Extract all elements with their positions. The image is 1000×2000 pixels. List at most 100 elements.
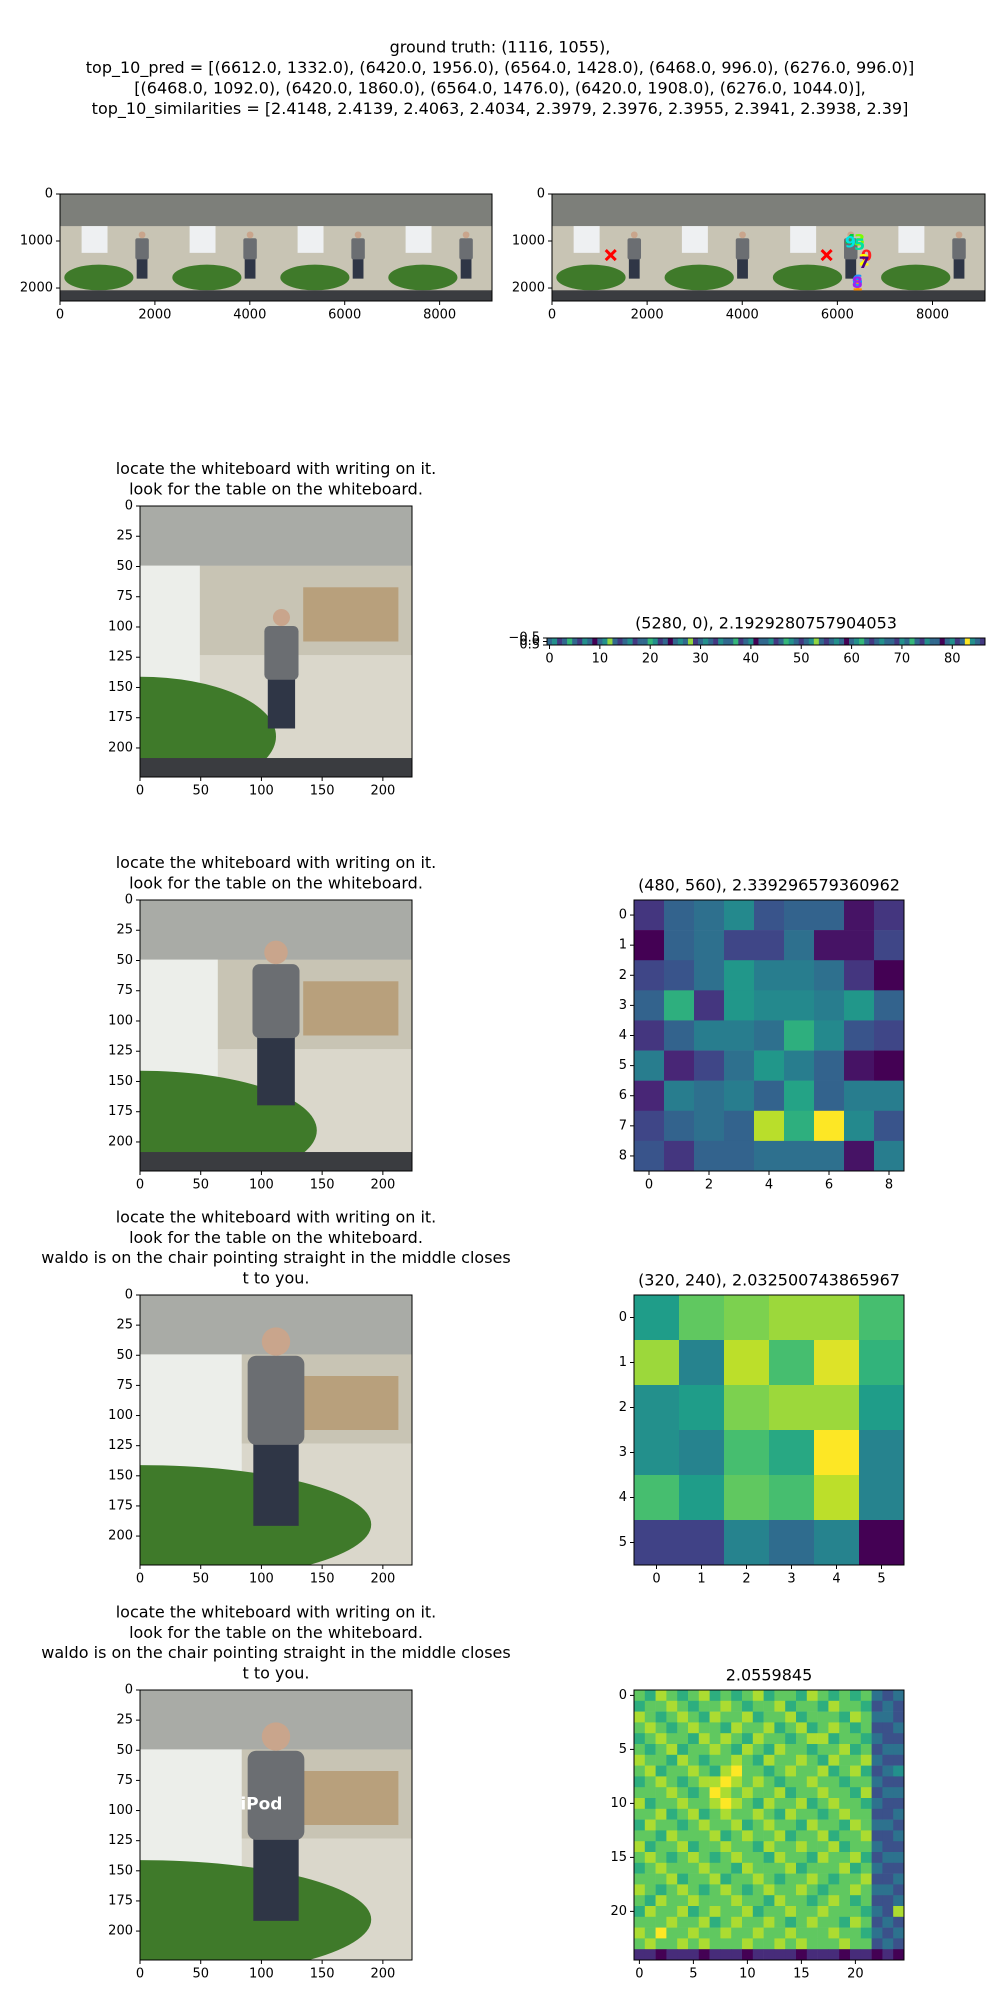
heatmap-cell — [785, 1906, 797, 1918]
heatmap-cell — [577, 638, 583, 646]
x-tick-label: 6 — [825, 1178, 833, 1193]
heatmap-cell — [655, 1711, 667, 1723]
heatmap-cell — [688, 1711, 700, 1723]
heatmap-cell — [817, 1830, 829, 1842]
x-tick-label: 0 — [136, 784, 144, 799]
heatmap-cell — [634, 1140, 665, 1172]
heatmap-cell — [677, 1744, 689, 1756]
heatmap-cell — [796, 1700, 808, 1712]
photo-head — [847, 231, 855, 239]
heatmap-cell — [637, 638, 643, 646]
heatmap-cell — [731, 1852, 743, 1864]
heatmap-cell — [808, 638, 815, 646]
axes-title: 2.0559845 — [726, 1666, 813, 1685]
y-tick-label: −0.5 — [508, 631, 540, 646]
heatmap-cell — [859, 1295, 905, 1341]
heatmap-cell — [839, 1819, 851, 1831]
heatmap-cell — [731, 1690, 743, 1702]
heatmap-cell — [850, 1949, 862, 1961]
heatmap-cell — [698, 1841, 710, 1853]
heatmap-cell — [657, 638, 664, 646]
heatmap-cell — [644, 1830, 656, 1842]
heatmap-cell — [769, 1430, 815, 1476]
figure-title: top_10_similarities = [2.4148, 2.4139, 2… — [92, 99, 909, 119]
photo-legs — [628, 257, 640, 279]
heatmap-cell — [796, 1690, 808, 1702]
heatmap-cell — [666, 1841, 678, 1853]
heatmap-cell — [850, 1787, 862, 1799]
photo-body — [627, 238, 642, 260]
y-tick-label: 0 — [537, 187, 545, 202]
heatmap-cell — [677, 1895, 689, 1907]
heatmap-cell — [709, 1722, 721, 1734]
heatmap-cell — [632, 638, 638, 646]
heatmap-cell — [860, 1938, 872, 1950]
heatmap-cell — [785, 1830, 797, 1842]
heatmap-cell — [723, 638, 729, 646]
heatmap-cell — [742, 1808, 754, 1820]
photo — [140, 1295, 412, 1565]
heatmap-cell — [774, 1906, 786, 1918]
heatmap-cell — [754, 1080, 785, 1112]
heatmap-cell — [860, 1949, 872, 1961]
heatmap-cell — [763, 1819, 775, 1831]
y-tick-label: 1 — [619, 1355, 627, 1370]
x-tick-label: 6000 — [328, 308, 361, 323]
heatmap-cell — [882, 1906, 894, 1918]
heatmap-cell — [893, 1798, 905, 1810]
heatmap-cell — [874, 990, 905, 1021]
heatmap-cell — [720, 1700, 732, 1712]
x-tick-label: 4 — [832, 1572, 840, 1587]
axes-title: locate the whiteboard with writing on it… — [116, 459, 437, 478]
heatmap-cell — [634, 1050, 665, 1081]
photo-wall — [898, 226, 925, 253]
heatmap-cell — [882, 1733, 894, 1745]
heatmap-cell — [634, 1690, 646, 1702]
heatmap-cell — [817, 1949, 829, 1961]
heatmap-cell — [731, 1949, 743, 1961]
heatmap-cell — [939, 638, 946, 646]
heatmap-cell — [871, 1916, 883, 1928]
heatmap-cell — [823, 638, 830, 646]
heatmap-cell — [806, 1830, 818, 1842]
heatmap-cell — [860, 1830, 872, 1842]
heatmap-cell — [720, 1949, 732, 1961]
heatmap-cell — [731, 1873, 743, 1885]
heatmap-cell — [969, 638, 976, 646]
heatmap-cell — [769, 1340, 815, 1386]
heatmap-cell — [839, 1938, 851, 1950]
x-tick-label: 150 — [310, 1572, 335, 1587]
heatmap-cell — [796, 1819, 808, 1831]
x-tick-label: 1 — [697, 1572, 705, 1587]
heatmap-cell — [774, 1884, 786, 1896]
heatmap-cell — [720, 1916, 732, 1928]
heatmap-cell — [785, 1873, 797, 1885]
heatmap-cell — [828, 1852, 840, 1864]
heatmap-cell — [828, 1916, 840, 1928]
heatmap-cell — [688, 1862, 700, 1874]
photo-head — [630, 231, 638, 239]
heatmap-cell — [763, 1733, 775, 1745]
heatmap-cell — [860, 1722, 872, 1734]
y-tick-label: 200 — [108, 740, 133, 755]
heatmap-cell — [850, 1895, 862, 1907]
x-tick-label: 50 — [192, 1178, 209, 1193]
heatmap-cell — [882, 1949, 894, 1961]
y-tick-label: 4 — [619, 1490, 627, 1505]
heatmap-cell — [664, 1020, 695, 1051]
heatmap-cell — [817, 1895, 829, 1907]
heatmap-cell — [698, 1916, 710, 1928]
y-tick-label: 75 — [116, 589, 133, 604]
heatmap-cell — [785, 1916, 797, 1928]
heatmap-cell — [882, 1798, 894, 1810]
heatmap-cell — [634, 1520, 680, 1566]
x-tick-label: 50 — [192, 1967, 209, 1982]
heatmap-cell — [871, 1841, 883, 1853]
photo-legs — [953, 257, 965, 279]
y-tick-label: 4 — [619, 1028, 627, 1043]
heatmap-cell — [882, 1830, 894, 1842]
heatmap-cell — [742, 1722, 754, 1734]
heatmap-cell — [664, 1080, 695, 1112]
heatmap-cell — [893, 1884, 905, 1896]
